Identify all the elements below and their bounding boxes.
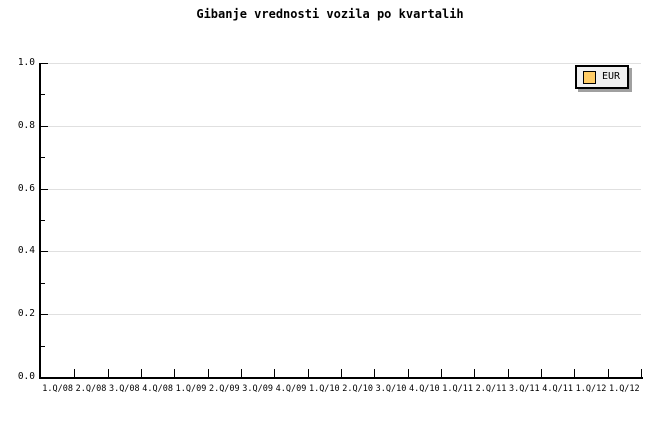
x-tick-label: 4.Q/11 [542,384,574,394]
chart-title: Gibanje vrednosti vozila po kvartalih [196,7,464,21]
x-axis-line [39,377,643,379]
x-tick-label: 1.Q/12 [608,384,640,394]
y-gridline [41,314,641,315]
y-major-tick [41,377,48,378]
legend-swatch-icon [583,70,596,84]
x-tick-label: 1.Q/11 [442,384,474,394]
legend-label: EUR [602,71,621,82]
y-gridline [41,126,641,127]
x-tick-label: 2.Q/11 [475,384,507,394]
y-major-tick [41,63,48,64]
x-tick [241,369,242,377]
y-minor-tick [41,157,45,158]
legend: EUR [575,65,629,89]
x-tick [408,369,409,377]
x-tick [141,369,142,377]
x-tick [574,369,575,377]
x-tick-label: 4.Q/08 [142,384,174,394]
x-tick-label: 3.Q/09 [242,384,274,394]
x-tick-label: 3.Q/11 [508,384,540,394]
y-tick-label: 0.4 [17,245,35,256]
y-minor-tick [41,94,45,95]
x-tick-label: 2.Q/10 [342,384,374,394]
x-tick [108,369,109,377]
y-gridline [41,251,641,252]
x-tick-label: 1.Q/09 [175,384,207,394]
x-tick [508,369,509,377]
x-tick-label: 3.Q/10 [375,384,407,394]
x-tick [541,369,542,377]
y-gridline [41,63,641,64]
x-tick [441,369,442,377]
x-tick [74,369,75,377]
y-tick-label: 0.6 [17,183,35,194]
x-tick [474,369,475,377]
y-major-tick [41,126,48,127]
y-major-tick [41,189,48,190]
y-tick-label: 0.2 [17,308,35,319]
x-tick-label: 3.Q/08 [108,384,140,394]
y-gridline [41,189,641,190]
x-tick [374,369,375,377]
y-minor-tick [41,220,45,221]
x-tick-label: 1.Q/08 [42,384,74,394]
x-tick [274,369,275,377]
y-minor-tick [41,346,45,347]
y-tick-label: 1.0 [17,57,35,68]
plot-area [41,63,641,377]
y-tick-label: 0.0 [17,371,35,382]
x-tick-label: 1.Q/10 [308,384,340,394]
x-tick-label: 2.Q/08 [75,384,107,394]
x-tick-label: 2.Q/09 [208,384,240,394]
x-tick [341,369,342,377]
x-tick [174,369,175,377]
x-tick-label: 4.Q/09 [275,384,307,394]
y-minor-tick [41,283,45,284]
x-tick [608,369,609,377]
x-tick-label: 1.Q/12 [575,384,607,394]
y-major-tick [41,251,48,252]
x-tick [308,369,309,377]
x-tick-label: 4.Q/10 [408,384,440,394]
y-axis-line [39,63,41,379]
x-tick [208,369,209,377]
y-tick-label: 0.8 [17,120,35,131]
y-major-tick [41,314,48,315]
x-tick [641,369,642,377]
